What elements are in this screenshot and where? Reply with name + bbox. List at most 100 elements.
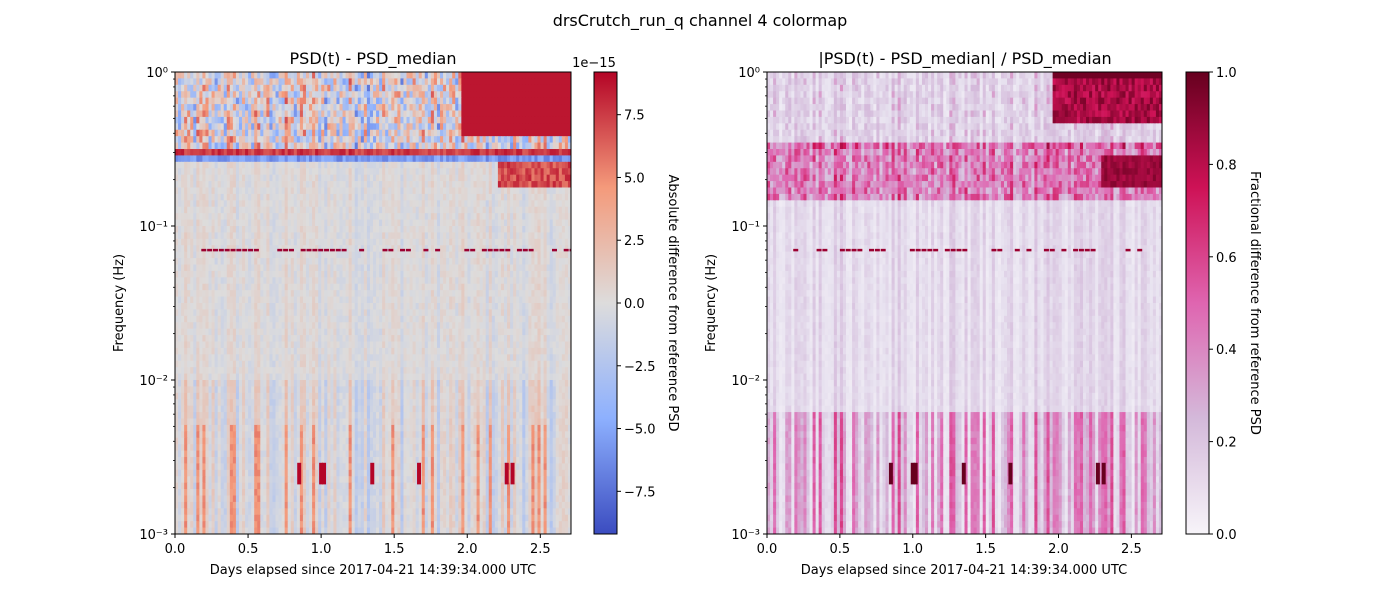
heatmap-cell [528,245,532,253]
heatmap-cell [519,277,523,285]
heatmap-cell [345,187,350,195]
heatmap-cell [178,232,182,240]
heatmap-cell [290,264,295,272]
heatmap-cell [360,309,365,317]
heatmap-cell [278,168,283,176]
heatmap-cell [369,78,374,86]
heatmap-cell [184,232,188,240]
heatmap-cell [424,142,429,150]
heatmap-cell [376,258,380,266]
heatmap-cell [305,193,310,201]
heatmap-cell [333,116,338,124]
heatmap-cell [248,78,252,86]
heatmap-cell [433,264,438,272]
heatmap-cell [342,258,347,266]
heatmap-cell [284,78,289,86]
heatmap-cell [510,116,514,124]
heatmap-cell [412,72,417,80]
heatmap-cell [293,72,298,80]
heatmap-cell [467,277,472,285]
heatmap-cell [190,129,194,137]
heatmap-cell [470,97,475,105]
heatmap-cell [324,238,328,246]
heatmap-cell [211,116,216,124]
heatmap-cell [464,245,469,253]
heatmap-cell [272,129,277,137]
heatmap-cell [217,206,222,214]
heatmap-cell [485,136,490,144]
heatmap-cell [254,168,258,176]
heatmap-cell [461,181,465,189]
heatmap-cell [342,213,347,221]
heatmap-cell [299,97,304,105]
heatmap-cell [446,78,450,86]
heatmap-cell [269,226,274,234]
heatmap-cell [531,136,536,144]
heatmap-cell [190,136,194,144]
heatmap-cell [455,149,459,157]
heatmap-cell [458,136,462,144]
heatmap-cell [440,309,444,317]
heatmap-cell [540,116,545,124]
heatmap-cell [175,123,179,131]
heatmap-cell [440,219,444,227]
heatmap-cell [205,232,210,240]
heatmap-cell [510,174,514,182]
heatmap-cell [537,97,542,105]
heatmap-cell [266,251,271,259]
heatmap-cell [354,155,359,163]
heatmap-cell [412,187,417,195]
heatmap-cell [260,219,264,227]
heatmap-cell [385,149,389,157]
heatmap-cell [552,110,557,118]
heatmap-cell [482,245,487,253]
heatmap-cell [400,181,405,189]
heatmap-cell [385,72,389,80]
heatmap-cell [503,161,508,169]
heatmap-cell [333,264,338,272]
heatmap-cell [342,251,347,259]
heatmap-cell [363,232,368,240]
heatmap-cell [318,136,322,144]
heatmap-cell [479,238,484,246]
heatmap-cell [354,174,359,182]
heatmap-cell [561,123,566,131]
heatmap-cell [321,91,325,99]
heatmap-cell [357,168,362,176]
heatmap-cell [296,309,301,317]
heatmap-cell [205,91,210,99]
heatmap-cell [309,219,313,227]
heatmap-cell [546,226,551,234]
heatmap-cell [226,155,231,163]
heatmap-cell [449,174,453,182]
heatmap-cell [318,226,322,234]
heatmap-cell [357,104,362,112]
heatmap-cell [406,303,411,311]
heatmap-cell [567,232,571,240]
heatmap-cell [211,251,216,259]
heatmap-cell [199,72,204,80]
heatmap-cell [528,97,532,105]
heatmap-cell [540,136,545,144]
heatmap-cell [257,104,261,112]
heatmap-cell [510,226,514,234]
heatmap-cell [567,123,571,131]
heatmap-cell [175,245,179,253]
heatmap-cell [446,283,450,291]
heatmap-cell [202,187,207,195]
heatmap-cell [312,181,316,189]
heatmap-cell [330,142,334,150]
heatmap-cell [269,149,274,157]
heatmap-cell [500,123,505,131]
heatmap-cell [357,84,362,92]
heatmap-cell [400,290,405,298]
heatmap-cell [175,264,179,272]
heatmap-cell [558,290,563,298]
heatmap-cell [305,232,310,240]
heatmap-cell [397,187,402,195]
heatmap-cell [433,206,438,214]
heatmap-cell [272,142,277,150]
heatmap-cell [305,296,310,304]
heatmap-cell [293,251,298,259]
heatmap-cell [500,303,505,311]
